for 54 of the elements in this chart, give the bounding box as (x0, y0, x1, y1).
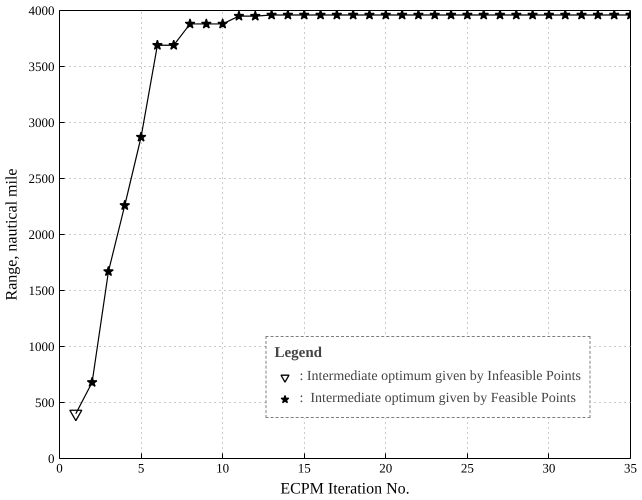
y-tick-label: 500 (35, 395, 54, 410)
point (86, 376, 98, 388)
x-axis-title: ECPM Iteration No. (280, 480, 410, 498)
x-tick-label: 15 (298, 460, 311, 476)
point (298, 10, 310, 20)
point (544, 10, 554, 20)
point (184, 18, 196, 29)
point (282, 10, 294, 20)
point (462, 10, 473, 20)
legend-title: Legend (274, 345, 324, 362)
point (510, 10, 522, 20)
point (608, 10, 620, 20)
x-tick-label: 25 (460, 460, 474, 476)
point (315, 10, 326, 20)
y-tick-label: 2000 (28, 227, 54, 242)
point (331, 10, 342, 20)
point (119, 200, 130, 210)
point (527, 10, 538, 20)
point (234, 10, 244, 21)
point (200, 18, 212, 29)
x-tick-label: 10 (216, 460, 230, 476)
x-tick-label: 20 (379, 460, 392, 476)
x-tick-label: 35 (624, 460, 637, 476)
point (152, 40, 163, 50)
point (348, 10, 359, 20)
point (380, 10, 392, 20)
point (266, 10, 277, 20)
point (168, 40, 180, 50)
point (217, 18, 228, 29)
point (478, 10, 490, 20)
y-tick-label: 0 (48, 451, 54, 466)
legend-label: : Intermediate optimum given by Infeasible Points (300, 369, 581, 385)
point (364, 10, 375, 20)
point (446, 10, 456, 20)
point (592, 10, 604, 20)
point (413, 10, 424, 20)
point (429, 10, 440, 20)
point (103, 266, 114, 276)
y-tick-label: 3000 (28, 115, 54, 130)
point (250, 10, 261, 21)
point (560, 10, 571, 20)
x-tick-label: 5 (138, 460, 144, 476)
y-axis-title: Range, nautical mile (4, 168, 20, 300)
y-tick-label: 1000 (28, 339, 54, 354)
y-tick-label: 2500 (28, 171, 54, 186)
y-tick-label: 4000 (28, 3, 54, 18)
y-tick-label: 1500 (28, 283, 54, 298)
point (576, 10, 587, 20)
point (136, 131, 146, 142)
point (494, 10, 506, 20)
y-tick-label: 3500 (28, 59, 54, 74)
point (396, 10, 408, 20)
x-tick-label: 30 (542, 460, 556, 476)
legend-label: : Intermediate optimum given by Feasible Points (300, 391, 576, 407)
